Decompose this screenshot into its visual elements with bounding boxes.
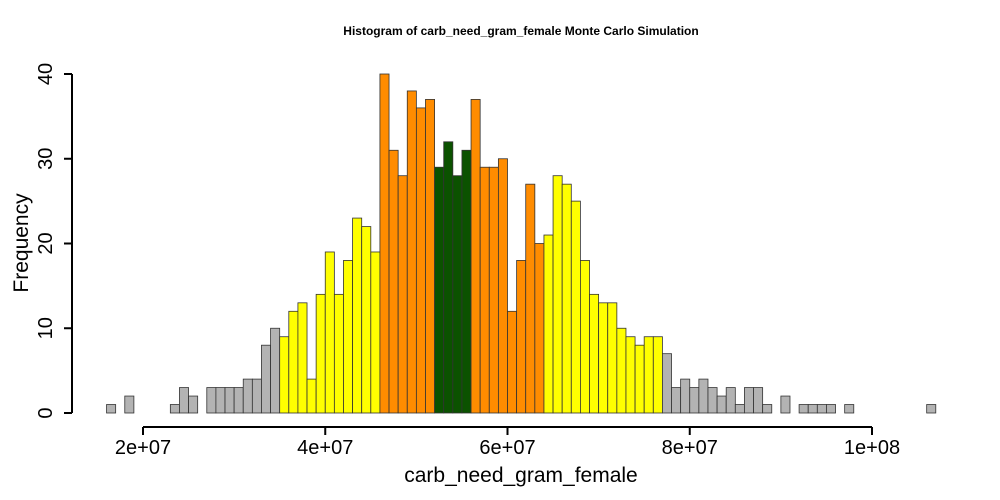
histogram-bar: [826, 404, 836, 414]
histogram-bar: [425, 99, 435, 414]
histogram-bar: [707, 387, 718, 414]
histogram-bar: [662, 353, 672, 414]
histogram-bar: [124, 395, 135, 414]
x-axis-label: carb_need_gram_female: [404, 464, 637, 487]
histogram-bar: [370, 251, 381, 414]
histogram-bar: [753, 387, 764, 414]
histogram-bar: [543, 234, 554, 414]
histogram-bar: [242, 378, 253, 414]
histogram-bar: [625, 336, 636, 414]
histogram-bar: [488, 166, 499, 414]
histogram-bar: [552, 175, 563, 414]
histogram-bar: [343, 260, 353, 414]
histogram-bar: [270, 327, 281, 414]
histogram-bar: [580, 260, 590, 414]
histogram-bar: [561, 183, 572, 414]
histogram-bar: [607, 302, 618, 414]
histogram-bar: [534, 243, 545, 414]
histogram-bar: [397, 175, 408, 414]
histogram-bar: [169, 404, 180, 414]
x-tick-label: 4e+07: [297, 437, 353, 459]
histogram-bar: [179, 387, 189, 414]
histogram-bar: [762, 404, 773, 414]
histogram-bar: [452, 175, 463, 414]
histogram-bar: [643, 336, 654, 414]
histogram-bar: [324, 251, 335, 414]
histogram-bar: [798, 404, 809, 414]
histogram-bar: [525, 183, 536, 414]
histogram-bar: [725, 387, 736, 414]
histogram-bar: [816, 404, 827, 414]
y-tick-label: 30: [35, 148, 57, 170]
y-tick-label: 40: [35, 63, 57, 85]
histogram-bar: [461, 149, 472, 414]
histogram-bar: [497, 158, 508, 414]
histogram-bar: [315, 293, 326, 414]
histogram-bar: [780, 395, 791, 414]
histogram-bar: [652, 336, 663, 414]
y-axis-label: Frequency: [10, 193, 33, 293]
y-axis: 0 10 20 30 40: [35, 63, 73, 419]
histogram-bar: [188, 395, 199, 414]
x-axis: 2e+07 4e+07 6e+07 8e+07 1e+08: [115, 426, 900, 459]
histogram-bar: [470, 99, 481, 414]
y-tick-label: 20: [35, 232, 57, 254]
histogram-bar: [516, 260, 527, 414]
histogram-bar: [744, 387, 754, 414]
histogram-bar: [734, 404, 745, 414]
histogram-bar: [261, 344, 271, 414]
x-tick-label: 8e+07: [662, 437, 718, 459]
histogram-bar: [406, 90, 417, 414]
histogram-bar: [288, 310, 299, 414]
histogram-bar: [689, 387, 700, 414]
histogram-bar: [297, 302, 308, 414]
histogram-bar: [388, 149, 399, 414]
histogram-bar: [479, 166, 490, 414]
histogram-bar: [598, 302, 609, 414]
histogram-bar: [680, 378, 691, 414]
histogram-bar: [215, 387, 226, 414]
histogram-bar: [333, 293, 344, 414]
histogram-bar: [361, 226, 372, 414]
histogram-bar: [844, 404, 855, 414]
chart-title: Histogram of carb_need_gram_female Monte…: [343, 24, 698, 38]
histogram-bar: [634, 344, 645, 414]
histogram-bar: [251, 378, 262, 414]
histogram-bar: [233, 387, 244, 414]
histogram-bar: [807, 404, 818, 414]
histogram-bar: [415, 107, 426, 414]
histogram-bar: [570, 200, 581, 414]
histogram-bar: [926, 404, 937, 414]
histogram-bar: [434, 166, 445, 414]
histogram-bar: [507, 310, 518, 414]
histogram-bar: [616, 327, 627, 414]
histogram-bar: [671, 387, 682, 414]
histogram-bar: [443, 141, 454, 414]
histogram-bar: [716, 395, 727, 414]
histogram-bar: [224, 387, 235, 414]
histogram-bar: [279, 336, 290, 414]
x-tick-label: 6e+07: [479, 437, 535, 459]
x-tick-label: 1e+08: [844, 437, 900, 459]
histogram-bar: [379, 73, 390, 414]
histogram-bar: [698, 378, 709, 414]
histogram-bar: [352, 217, 363, 414]
x-tick-label: 2e+07: [115, 437, 171, 459]
histogram-bar: [106, 404, 117, 414]
histogram-bar: [589, 293, 600, 414]
y-tick-label: 10: [35, 317, 57, 339]
histogram-bar: [306, 378, 317, 414]
histogram-bars: [106, 73, 937, 414]
y-tick-label: 0: [35, 407, 57, 418]
histogram-bar: [206, 387, 217, 414]
